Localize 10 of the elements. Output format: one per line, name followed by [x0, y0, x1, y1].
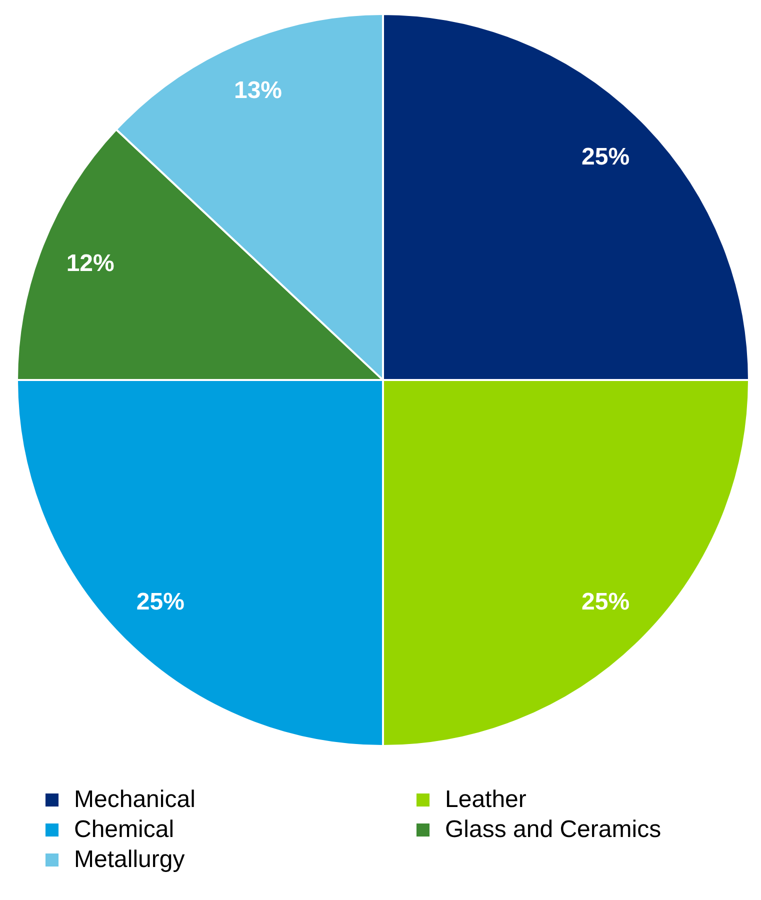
data-label: 12%: [66, 250, 114, 278]
legend-label: Leather: [445, 786, 526, 813]
data-label: 25%: [582, 143, 630, 170]
legend-label: Glass and Ceramics: [445, 816, 662, 843]
data-label: 25%: [582, 588, 630, 616]
legend-label: Mechanical: [74, 786, 196, 813]
data-label: 13%: [234, 77, 282, 104]
legend-label: Metallurgy: [74, 846, 185, 873]
legend-label: Chemical: [74, 816, 174, 843]
data-label: 25%: [136, 588, 184, 616]
